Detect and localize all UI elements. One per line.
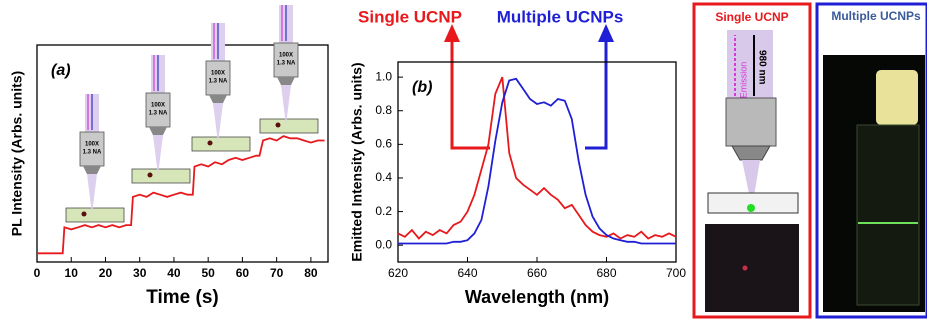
- y-tick-label: 0.2: [375, 204, 392, 218]
- plot-frame: [36, 44, 329, 263]
- y-tick-label: 0.6: [375, 137, 392, 151]
- particle: [747, 204, 755, 212]
- y-axis-label: PL Intensity (Arbs. units): [9, 71, 25, 236]
- particle: [207, 140, 213, 146]
- focus-cone: [153, 135, 163, 175]
- x-tick-label: 80: [304, 266, 318, 280]
- focus-cone: [87, 174, 97, 214]
- focus-cone: [742, 160, 760, 208]
- stage: [191, 136, 251, 152]
- data-line: [397, 76, 677, 240]
- arrow: [585, 38, 608, 150]
- y-tick-label: 0.4: [375, 170, 392, 184]
- focus-cone: [281, 85, 291, 125]
- cuvette-cap: [876, 70, 918, 125]
- data-line: [398, 77, 676, 245]
- laser-label: 980 nm: [756, 50, 767, 85]
- x-tick-label: 70: [270, 266, 284, 280]
- arrow: [450, 38, 490, 150]
- x-tick-label: 20: [99, 266, 113, 280]
- plot-frame: [397, 61, 677, 263]
- y-tick-label: 0.0: [375, 237, 392, 251]
- data-line: [37, 135, 325, 255]
- series-label: Single UCNP: [358, 7, 462, 26]
- panel-title: Multiple UCNPs: [831, 9, 921, 23]
- stage: [65, 207, 125, 223]
- x-tick-label: 640: [457, 266, 477, 280]
- focus-cone: [213, 103, 223, 143]
- particle: [147, 172, 153, 178]
- objective-tip: [83, 166, 101, 174]
- x-tick-label: 50: [201, 266, 215, 280]
- x-tick-label: 680: [596, 266, 616, 280]
- objective-na: 1.3 NA: [149, 111, 168, 117]
- arrow-head: [444, 24, 460, 42]
- y-tick-label: 1.0: [375, 69, 392, 83]
- particle: [81, 211, 87, 217]
- x-tick-label: 30: [133, 266, 147, 280]
- y-axis-label: Emitted Intensity (Arbs. units): [349, 62, 365, 261]
- objective-mag: 100X: [279, 53, 293, 59]
- objective: [725, 97, 777, 147]
- objective-mag: 100X: [211, 71, 225, 77]
- objective: [79, 131, 105, 167]
- x-tick-label: 60: [236, 266, 250, 280]
- objective-mag: 100X: [85, 142, 99, 148]
- x-tick-label: 0: [34, 266, 41, 280]
- x-axis-label: Time (s): [146, 287, 219, 308]
- objective: [145, 92, 171, 128]
- objective-tip: [149, 127, 167, 135]
- panel-title: Single UCNP: [715, 10, 788, 24]
- photo: [705, 224, 799, 312]
- y-tick-label: 0.8: [375, 103, 392, 117]
- slide: [707, 192, 799, 214]
- objective-na: 1.3 NA: [83, 150, 102, 156]
- panel-label: (b): [412, 79, 432, 96]
- stage: [259, 118, 319, 134]
- arrow-head: [598, 24, 614, 42]
- emission-label: Emission: [738, 62, 748, 99]
- objective-tip: [277, 77, 295, 85]
- objective-na: 1.3 NA: [209, 79, 228, 85]
- x-axis-label: Wavelength (nm): [465, 287, 609, 307]
- objective-na: 1.3 NA: [277, 61, 296, 67]
- x-tick-label: 620: [388, 266, 408, 280]
- stage: [131, 168, 191, 184]
- x-tick-label: 10: [65, 266, 79, 280]
- panel-label: (a): [51, 62, 71, 79]
- cuvette: [856, 124, 920, 306]
- objective-tip: [209, 95, 227, 103]
- objective-mag: 100X: [151, 103, 165, 109]
- emission-spot: [742, 265, 748, 271]
- x-tick-label: 660: [527, 266, 547, 280]
- x-tick-label: 40: [167, 266, 181, 280]
- series-label: Multiple UCNPs: [497, 7, 624, 26]
- objective-tip: [731, 145, 771, 161]
- x-tick-label: 700: [666, 266, 686, 280]
- objective: [273, 42, 299, 78]
- particle: [275, 122, 281, 128]
